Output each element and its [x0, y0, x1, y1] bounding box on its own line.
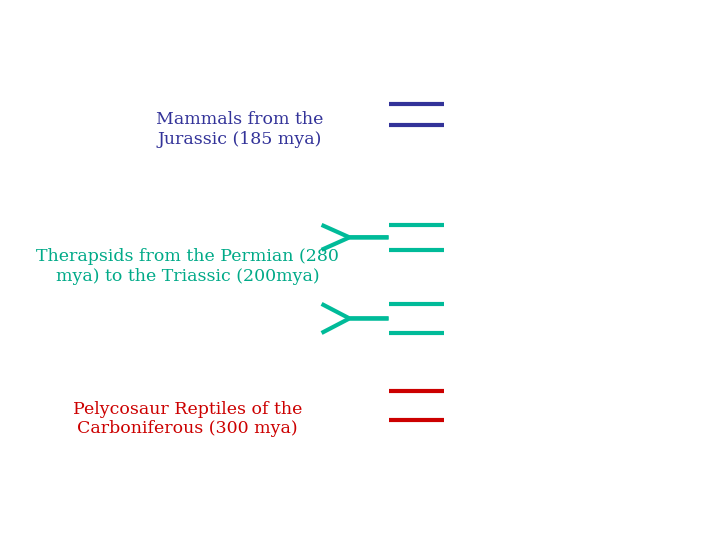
- Text: Therapsids from the Permian (280
mya) to the Triassic (200mya): Therapsids from the Permian (280 mya) to…: [36, 248, 339, 285]
- Text: Mammals from the
Jurassic (185 mya): Mammals from the Jurassic (185 mya): [156, 111, 323, 147]
- Text: Pelycosaur Reptiles of the
Carboniferous (300 mya): Pelycosaur Reptiles of the Carboniferous…: [73, 401, 302, 437]
